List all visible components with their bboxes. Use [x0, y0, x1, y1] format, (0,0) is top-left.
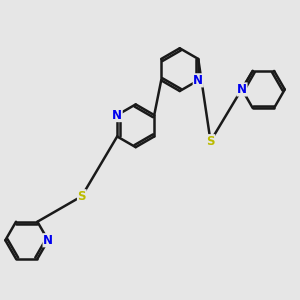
Text: N: N — [112, 109, 122, 122]
Text: S: S — [206, 135, 215, 148]
Text: N: N — [237, 83, 247, 96]
Text: N: N — [43, 234, 53, 247]
Text: N: N — [193, 74, 203, 87]
Text: S: S — [77, 190, 86, 203]
